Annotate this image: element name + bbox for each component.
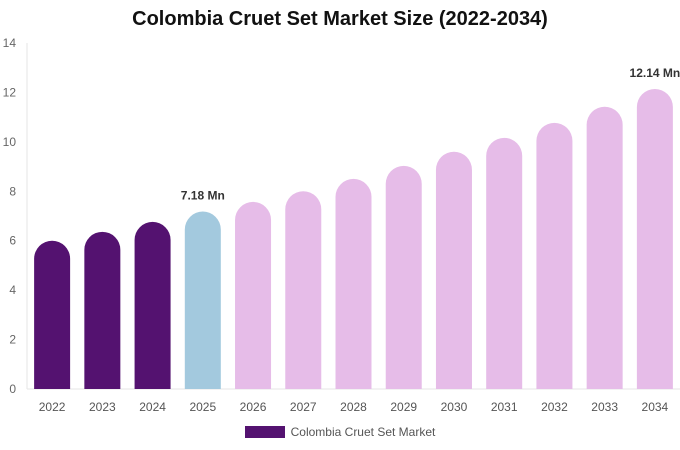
x-tick-label: 2030 [441,400,468,414]
bar-2031 [486,137,523,389]
bar-2026 [235,201,272,389]
bar-2034 [636,88,673,390]
bar-2027 [285,191,322,389]
y-tick-label: 4 [9,283,16,297]
x-tick-label: 2027 [290,400,317,414]
x-tick-label: 2033 [591,400,618,414]
bar-2024 [134,221,171,389]
bar-2030 [435,151,472,389]
y-tick-label: 12 [3,85,17,99]
x-tick-label: 2032 [541,400,568,414]
y-tick-label: 10 [3,135,17,149]
y-tick-label: 8 [9,184,16,198]
data-label: 7.18 Mn [181,189,225,203]
chart-title: Colombia Cruet Set Market Size (2022-203… [132,8,548,30]
bar-2032 [536,122,573,389]
x-tick-label: 2026 [240,400,267,414]
bar-2033 [586,106,623,390]
legend-label: Colombia Cruet Set Market [290,425,436,439]
x-tick-label: 2028 [340,400,367,414]
x-tick-label: 2034 [642,400,669,414]
y-tick-label: 14 [3,36,17,50]
legend-swatch [244,426,285,438]
bar-2025 [184,211,221,389]
legend: Colombia Cruet Set Market [0,425,680,439]
y-tick-label: 0 [9,382,16,396]
x-tick-label: 2031 [491,400,518,414]
x-tick-label: 2029 [390,400,417,414]
data-label: 12.14 Mn [630,66,680,80]
x-tick-label: 2022 [39,400,66,414]
x-tick-label: 2025 [189,400,216,414]
x-tick-label: 2024 [139,400,166,414]
y-tick-label: 2 [9,333,16,347]
bar-2022 [34,240,71,389]
bar-2023 [84,231,121,389]
x-tick-label: 2023 [89,400,116,414]
bar-2029 [385,165,422,389]
bar-2028 [335,178,372,389]
y-tick-label: 6 [9,234,16,248]
plot-area: 0 2 4 6 8 10 12 14 2022 2023 2024 2025 7.18 Mn 2026 20… [3,36,680,414]
